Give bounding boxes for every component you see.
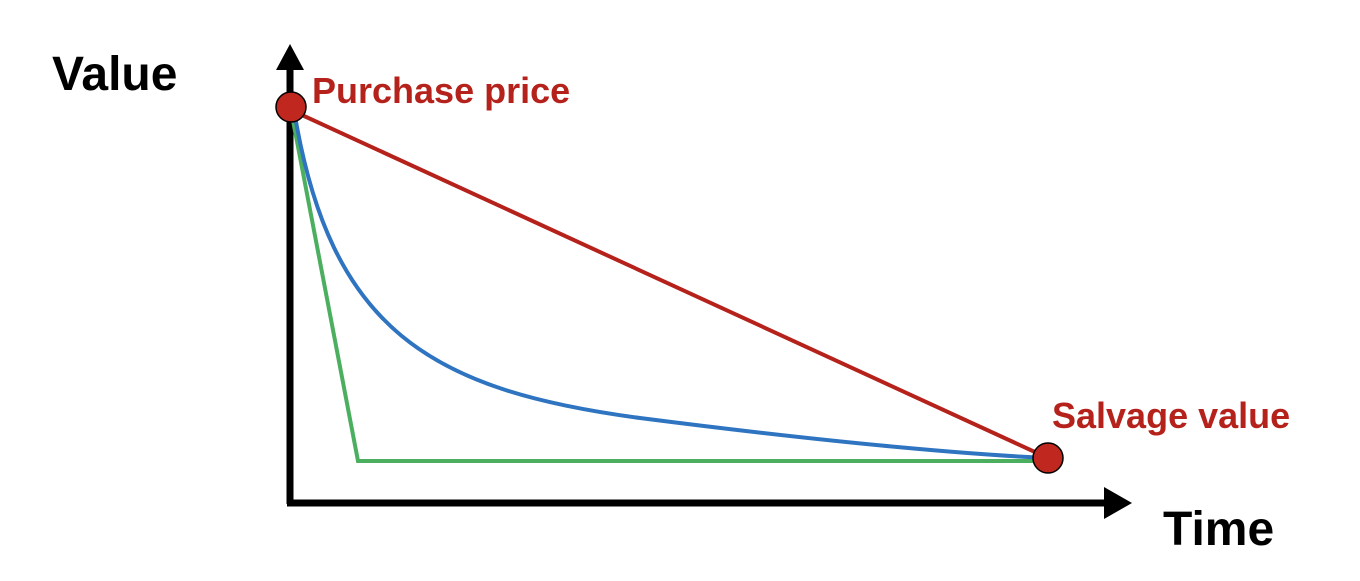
purchase-price-label: Purchase price — [312, 70, 570, 111]
immediate-drop-decline-line — [289, 109, 1048, 463]
purchase-price-marker — [275, 91, 307, 123]
salvage-value-marker — [1032, 442, 1064, 474]
x-axis-arrowhead — [1104, 487, 1132, 519]
y-axis-arrowhead — [276, 44, 304, 70]
straight-line-decline-line — [290, 108, 1049, 460]
x-axis-label: Time — [1163, 503, 1274, 556]
salvage-value-label: Salvage value — [1052, 395, 1290, 436]
accelerated-curve-decline-line — [292, 109, 1049, 460]
y-axis-label: Value — [52, 48, 177, 101]
